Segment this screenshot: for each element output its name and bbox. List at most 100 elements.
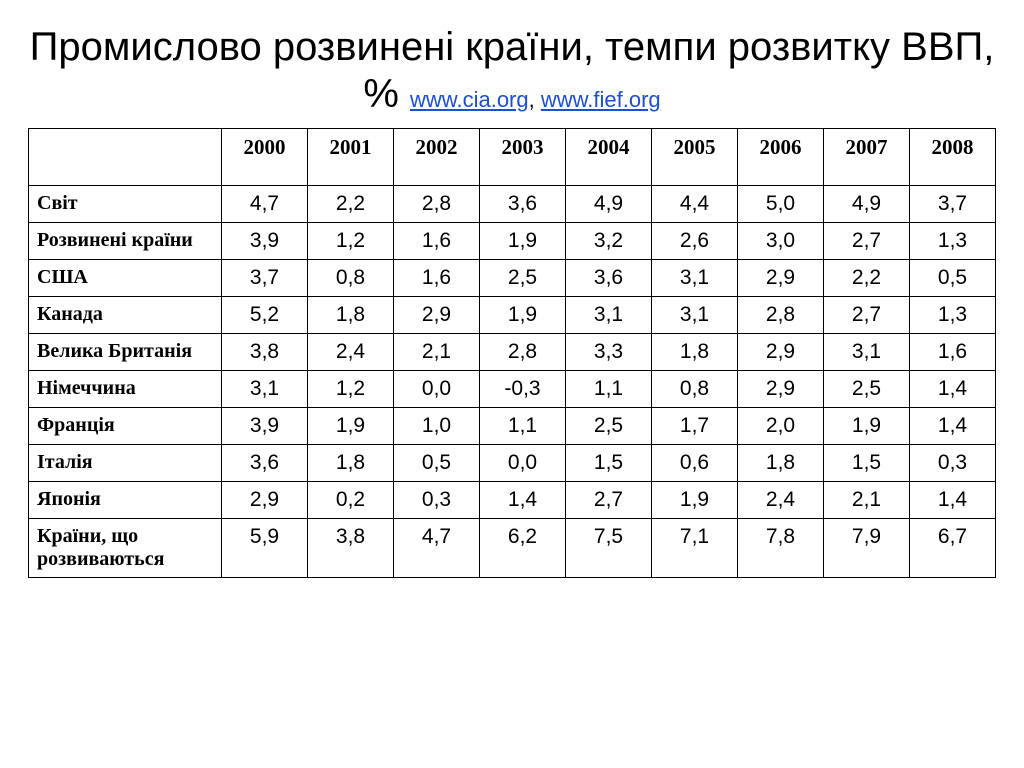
cell-value: 3,6 xyxy=(566,260,652,297)
table-row: Японія2,90,20,31,42,71,92,42,11,4 xyxy=(29,482,996,519)
cell-value: 0,6 xyxy=(652,445,738,482)
cell-value: 2,8 xyxy=(738,297,824,334)
cell-value: 2,1 xyxy=(824,482,910,519)
cell-value: 3,1 xyxy=(824,334,910,371)
cell-value: 3,6 xyxy=(222,445,308,482)
cell-value: 7,1 xyxy=(652,519,738,578)
table-row: Франція3,91,91,01,12,51,72,01,91,4 xyxy=(29,408,996,445)
source-link-2[interactable]: www.fief.org xyxy=(541,87,661,112)
cell-value: 2,4 xyxy=(308,334,394,371)
slide: Промислово розвинені країни, темпи розви… xyxy=(0,0,1024,768)
cell-value: 2,1 xyxy=(394,334,480,371)
cell-value: 1,3 xyxy=(910,297,996,334)
cell-value: 2,7 xyxy=(824,297,910,334)
cell-value: 4,9 xyxy=(566,186,652,223)
gdp-table: 2000 2001 2002 2003 2004 2005 2006 2007 … xyxy=(28,128,996,578)
cell-value: 1,8 xyxy=(308,445,394,482)
cell-value: 7,9 xyxy=(824,519,910,578)
cell-value: 2,8 xyxy=(394,186,480,223)
row-label: Німеччина xyxy=(29,371,222,408)
cell-value: 5,0 xyxy=(738,186,824,223)
slide-title: Промислово розвинені країни, темпи розви… xyxy=(28,24,996,118)
cell-value: 2,0 xyxy=(738,408,824,445)
table-row: Італія3,61,80,50,01,50,61,81,50,3 xyxy=(29,445,996,482)
cell-value: 1,4 xyxy=(910,371,996,408)
cell-value: 3,3 xyxy=(566,334,652,371)
cell-value: 3,9 xyxy=(222,223,308,260)
cell-value: 0,3 xyxy=(910,445,996,482)
cell-value: 3,7 xyxy=(222,260,308,297)
cell-value: 2,5 xyxy=(824,371,910,408)
cell-value: 2,2 xyxy=(308,186,394,223)
row-label: Канада xyxy=(29,297,222,334)
cell-value: 3,8 xyxy=(308,519,394,578)
cell-value: 1,6 xyxy=(910,334,996,371)
cell-value: 5,2 xyxy=(222,297,308,334)
table-row: Німеччина3,11,20,0-0,31,10,82,92,51,4 xyxy=(29,371,996,408)
cell-value: 2,9 xyxy=(394,297,480,334)
cell-value: 1,9 xyxy=(824,408,910,445)
cell-value: 1,6 xyxy=(394,223,480,260)
cell-value: 1,8 xyxy=(652,334,738,371)
cell-value: 0,0 xyxy=(480,445,566,482)
table-row: Велика Британія3,82,42,12,83,31,82,93,11… xyxy=(29,334,996,371)
cell-value: 3,1 xyxy=(652,297,738,334)
table-row: Розвинені країни3,91,21,61,93,22,63,02,7… xyxy=(29,223,996,260)
cell-value: 2,7 xyxy=(566,482,652,519)
source-link-separator: , xyxy=(529,87,541,112)
cell-value: 3,0 xyxy=(738,223,824,260)
cell-value: 0,3 xyxy=(394,482,480,519)
cell-value: 1,8 xyxy=(738,445,824,482)
row-label: Країни, що розвиваються xyxy=(29,519,222,578)
table-row: Країни, що розвиваються5,93,84,76,27,57,… xyxy=(29,519,996,578)
cell-value: 1,6 xyxy=(394,260,480,297)
cell-value: 3,6 xyxy=(480,186,566,223)
cell-value: 2,2 xyxy=(824,260,910,297)
row-label: Велика Британія xyxy=(29,334,222,371)
cell-value: 1,9 xyxy=(480,297,566,334)
cell-value: 0,8 xyxy=(308,260,394,297)
row-label: Розвинені країни xyxy=(29,223,222,260)
cell-value: 0,0 xyxy=(394,371,480,408)
cell-value: 2,5 xyxy=(566,408,652,445)
table-row: США3,70,81,62,53,63,12,92,20,5 xyxy=(29,260,996,297)
row-label: США xyxy=(29,260,222,297)
cell-value: 2,9 xyxy=(222,482,308,519)
col-header-label xyxy=(29,129,222,186)
row-label: Італія xyxy=(29,445,222,482)
col-header: 2007 xyxy=(824,129,910,186)
cell-value: 6,7 xyxy=(910,519,996,578)
cell-value: 1,9 xyxy=(480,223,566,260)
cell-value: 1,9 xyxy=(308,408,394,445)
row-label: Японія xyxy=(29,482,222,519)
cell-value: 2,6 xyxy=(652,223,738,260)
cell-value: 3,1 xyxy=(566,297,652,334)
row-label: Франція xyxy=(29,408,222,445)
cell-value: 1,4 xyxy=(910,408,996,445)
source-link-1[interactable]: www.cia.org xyxy=(410,87,529,112)
cell-value: 1,8 xyxy=(308,297,394,334)
cell-value: 3,1 xyxy=(222,371,308,408)
cell-value: 3,2 xyxy=(566,223,652,260)
cell-value: 1,0 xyxy=(394,408,480,445)
cell-value: 0,8 xyxy=(652,371,738,408)
col-header: 2002 xyxy=(394,129,480,186)
cell-value: 2,5 xyxy=(480,260,566,297)
cell-value: 5,9 xyxy=(222,519,308,578)
cell-value: 1,4 xyxy=(480,482,566,519)
cell-value: 1,2 xyxy=(308,223,394,260)
cell-value: 7,5 xyxy=(566,519,652,578)
cell-value: 0,2 xyxy=(308,482,394,519)
cell-value: 1,2 xyxy=(308,371,394,408)
cell-value: 1,5 xyxy=(566,445,652,482)
cell-value: 3,7 xyxy=(910,186,996,223)
cell-value: -0,3 xyxy=(480,371,566,408)
col-header: 2001 xyxy=(308,129,394,186)
col-header: 2004 xyxy=(566,129,652,186)
cell-value: 0,5 xyxy=(910,260,996,297)
row-label: Світ xyxy=(29,186,222,223)
col-header: 2000 xyxy=(222,129,308,186)
cell-value: 1,4 xyxy=(910,482,996,519)
cell-value: 2,9 xyxy=(738,260,824,297)
cell-value: 6,2 xyxy=(480,519,566,578)
